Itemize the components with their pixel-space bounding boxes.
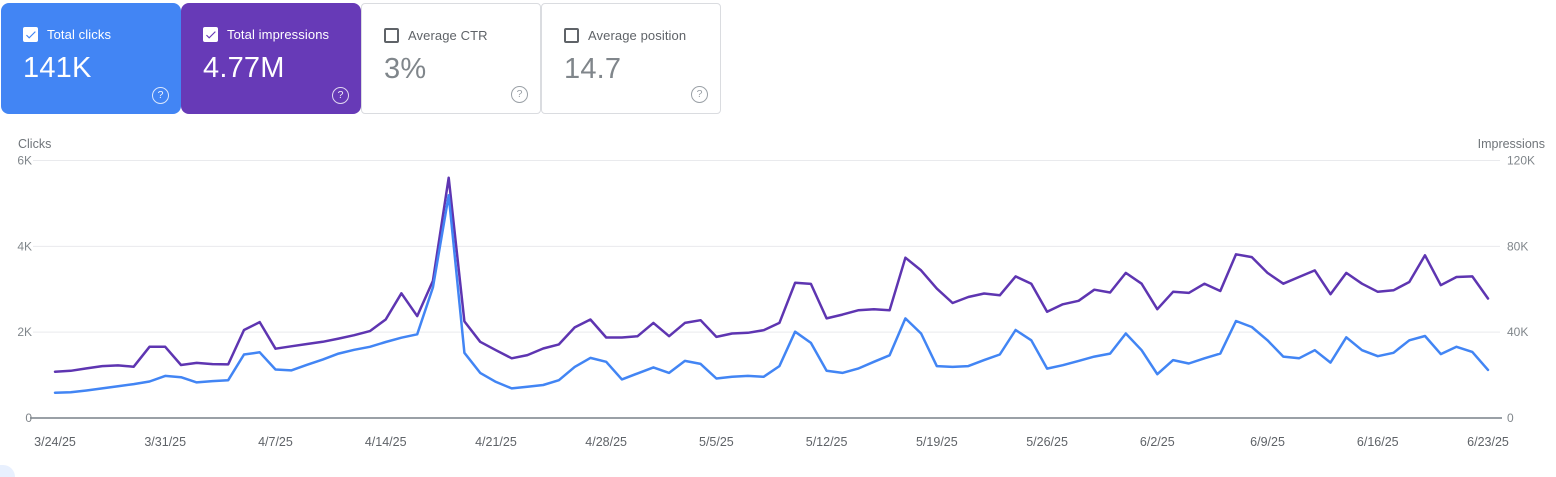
metric-card-total-impressions[interactable]: Total impressions 4.77M ?: [181, 3, 361, 114]
average-position-value: 14.7: [564, 53, 622, 85]
average-position-label: Average position: [588, 28, 687, 43]
check-icon: [26, 31, 36, 39]
check-icon: [206, 31, 216, 39]
svg-text:4K: 4K: [17, 239, 32, 253]
total-impressions-label: Total impressions: [227, 27, 330, 42]
card-header: Average position: [564, 28, 704, 43]
svg-text:5/26/25: 5/26/25: [1026, 435, 1068, 449]
right-axis-title: Impressions: [1477, 137, 1545, 151]
svg-text:3/24/25: 3/24/25: [34, 435, 76, 449]
help-icon[interactable]: ?: [332, 87, 349, 104]
svg-text:6/23/25: 6/23/25: [1467, 435, 1509, 449]
total-clicks-checkbox[interactable]: [23, 27, 38, 42]
total-impressions-value: 4.77M: [203, 52, 285, 84]
svg-text:5/5/25: 5/5/25: [699, 435, 734, 449]
svg-text:6/16/25: 6/16/25: [1357, 435, 1399, 449]
svg-text:80K: 80K: [1507, 239, 1528, 253]
metric-cards: Total clicks 141K ? Total impressions 4.…: [1, 3, 721, 114]
total-clicks-label: Total clicks: [47, 27, 112, 42]
help-icon[interactable]: ?: [511, 86, 528, 103]
average-ctr-checkbox[interactable]: [384, 28, 399, 43]
metric-card-average-position[interactable]: Average position 14.7 ?: [541, 3, 721, 114]
card-header: Total clicks: [23, 27, 165, 42]
metric-card-average-ctr[interactable]: Average CTR 3% ?: [361, 3, 541, 114]
partial-panel-corner: [0, 465, 15, 477]
svg-text:40K: 40K: [1507, 325, 1528, 339]
left-axis-title: Clicks: [18, 137, 52, 151]
svg-text:0: 0: [25, 411, 32, 425]
svg-text:3/31/25: 3/31/25: [144, 435, 186, 449]
svg-text:6/9/25: 6/9/25: [1250, 435, 1285, 449]
svg-text:0: 0: [1507, 411, 1514, 425]
svg-text:4/21/25: 4/21/25: [475, 435, 517, 449]
svg-text:4/14/25: 4/14/25: [365, 435, 407, 449]
average-position-checkbox[interactable]: [564, 28, 579, 43]
svg-text:5/19/25: 5/19/25: [916, 435, 958, 449]
svg-text:4/28/25: 4/28/25: [585, 435, 627, 449]
svg-text:120K: 120K: [1507, 154, 1535, 168]
help-icon[interactable]: ?: [152, 87, 169, 104]
card-header: Average CTR: [384, 28, 524, 43]
svg-text:5/12/25: 5/12/25: [806, 435, 848, 449]
svg-text:4/7/25: 4/7/25: [258, 435, 293, 449]
svg-text:6K: 6K: [17, 154, 32, 168]
total-impressions-checkbox[interactable]: [203, 27, 218, 42]
help-icon[interactable]: ?: [691, 86, 708, 103]
total-clicks-value: 141K: [23, 52, 92, 84]
chart-canvas[interactable]: 0 0 2K 40K 4K 80K 6K 120K 3/24/25 3/31/25 4/7/25 4/…: [0, 150, 1556, 470]
average-ctr-value: 3%: [384, 53, 427, 85]
card-header: Total impressions: [203, 27, 345, 42]
svg-text:2K: 2K: [17, 325, 32, 339]
metric-card-total-clicks[interactable]: Total clicks 141K ?: [1, 3, 181, 114]
average-ctr-label: Average CTR: [408, 28, 488, 43]
svg-text:6/2/25: 6/2/25: [1140, 435, 1175, 449]
